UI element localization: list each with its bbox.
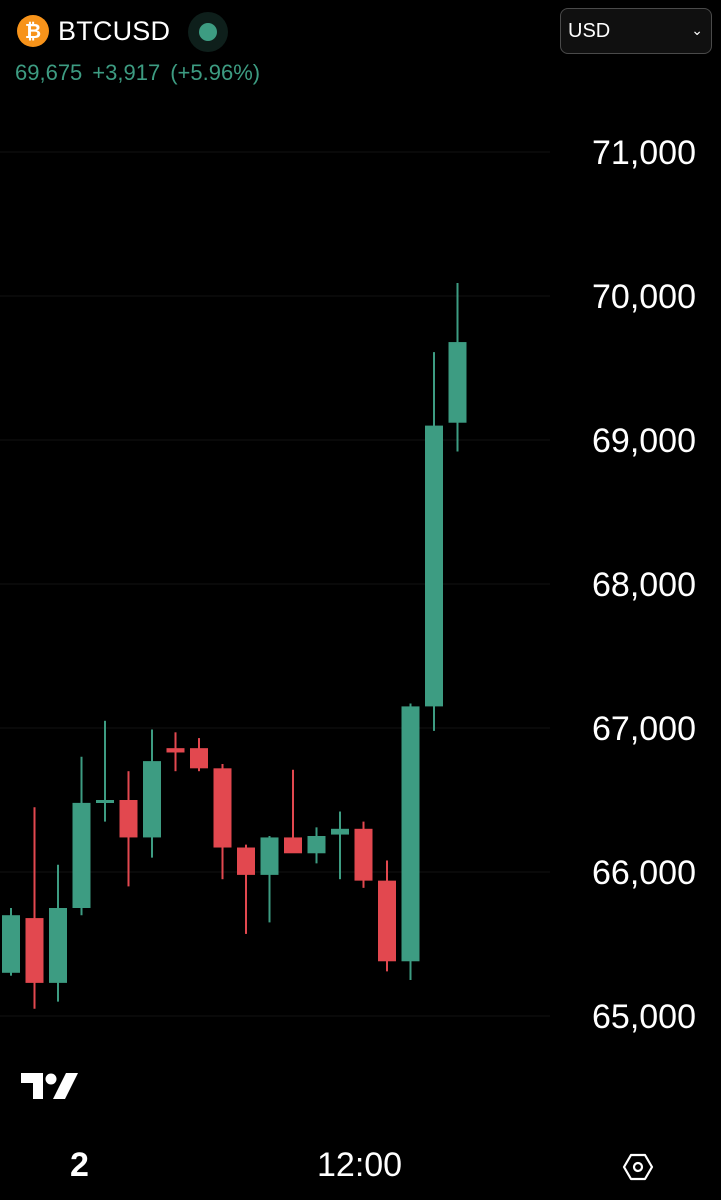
candle[interactable] [25,807,44,1009]
currency-value: USD [568,20,611,42]
candles-layer [2,283,467,1009]
candle[interactable] [425,352,443,731]
last-price: 69,675 [15,60,83,85]
interval-label[interactable]: 2 [70,1146,89,1184]
symbol-label[interactable]: BTCUSD [58,16,171,46]
price-tick-label: 70,000 [592,278,696,316]
candle[interactable] [166,732,185,772]
price-tick-label: 67,000 [592,710,696,748]
candle[interactable] [213,764,232,880]
candle-body [166,748,185,753]
candle[interactable] [354,821,373,888]
chevron-down-icon: ⌄ [691,23,703,39]
candle-body [448,342,467,423]
candle[interactable] [448,283,467,452]
candle[interactable] [2,908,20,976]
currency-dropdown[interactable]: USD ⌄ [560,8,712,54]
candle[interactable] [284,769,302,854]
candle-body [307,836,326,854]
price-change: +3,917 [92,60,161,85]
price-change-percent: (+5.96%) [170,60,261,85]
price-tick-label: 68,000 [592,566,696,604]
time-axis-label: 12:00 [317,1146,403,1184]
candle[interactable] [72,756,91,916]
candle[interactable] [49,864,67,1002]
candle-body [260,837,279,875]
candle-body [190,748,208,769]
market-status-dot-icon [199,23,217,41]
price-tick-label: 71,000 [592,134,696,172]
candle-body [425,425,443,707]
candle-body [401,706,420,962]
candle[interactable] [143,729,161,858]
market-status-indicator[interactable] [188,12,228,52]
price-tick-label: 65,000 [592,998,696,1036]
candle-body [72,802,91,908]
candle-body [284,837,302,854]
candle[interactable] [237,844,255,934]
candle[interactable] [401,703,420,980]
candle[interactable] [260,836,279,923]
candle-body [237,847,255,875]
candle-body [25,918,44,983]
candle-body [331,828,349,835]
candle-body [2,915,20,973]
candle[interactable] [96,720,114,822]
candle-body [378,880,396,962]
candle-body [213,768,232,848]
candle[interactable] [119,771,138,887]
candle[interactable] [190,738,208,772]
chart-header: ₿ BTCUSD 69,675 +3,917 (+5.96%) USD ⌄ [0,0,721,100]
candle-body [354,828,373,881]
candle[interactable] [378,860,396,972]
candle-body [143,761,161,838]
price-quote: 69,675 +3,917 (+5.96%) [15,60,270,86]
candle-body [49,908,67,983]
candle-body [96,800,114,803]
candle[interactable] [331,811,349,880]
settings-hexagon-icon[interactable] [622,1153,654,1181]
tradingview-logo-icon[interactable] [21,1071,79,1101]
price-tick-label: 66,000 [592,854,696,892]
candle[interactable] [307,827,326,864]
candle-body [119,800,138,838]
price-tick-label: 69,000 [592,422,696,460]
price-axis[interactable]: 71,000 70,000 69,000 68,000 67,000 66,000 65,0… [592,134,696,1036]
bitcoin-icon: ₿ [17,15,49,47]
